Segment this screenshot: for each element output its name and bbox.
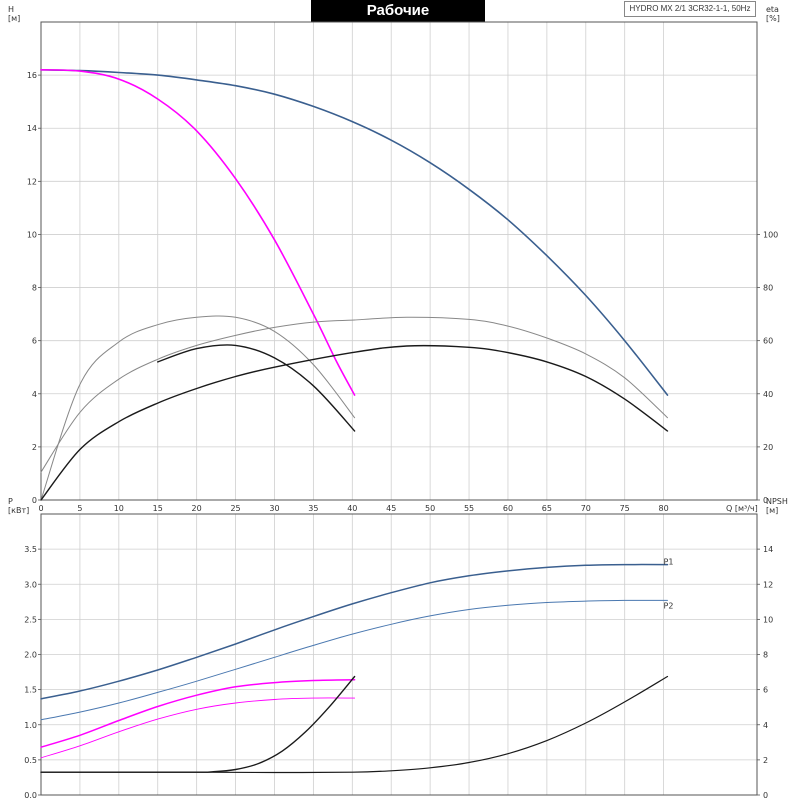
y-axis-label-right: NPSH <box>766 497 788 506</box>
y-tick-label-right: 4 <box>763 721 768 730</box>
y-tick-label-right: 12 <box>763 580 773 589</box>
x-tick-label: 50 <box>425 504 435 513</box>
y-axis-label-left: P <box>8 497 13 506</box>
y-tick-label-left: 2 <box>32 443 37 452</box>
y-axis-label-right: eta <box>766 5 779 14</box>
y-tick-label-right: 6 <box>763 686 768 695</box>
series-line <box>40 315 356 501</box>
x-tick-label: 35 <box>308 504 318 513</box>
x-axis-label: Q [м³/ч] <box>726 504 758 513</box>
x-tick-label: 65 <box>542 504 552 513</box>
y-axis-unit-right: [%] <box>766 14 780 23</box>
y-tick-label-left: 1.0 <box>24 721 37 730</box>
x-tick-label: 15 <box>153 504 163 513</box>
y-tick-label-right: 2 <box>763 756 768 765</box>
y-tick-label-right: 40 <box>763 390 773 399</box>
series-line <box>40 69 669 396</box>
x-tick-label: 20 <box>192 504 202 513</box>
x-tick-label: 75 <box>620 504 630 513</box>
x-tick-label: 0 <box>38 504 43 513</box>
y-tick-label-right: 60 <box>763 337 773 346</box>
y-tick-label-left: 3.5 <box>24 545 37 554</box>
y-tick-label-right: 8 <box>763 651 768 660</box>
y-tick-label-right: 10 <box>763 615 773 624</box>
series-line <box>40 344 669 501</box>
y-tick-label-right: 100 <box>763 230 778 239</box>
series-label-p2: P2 <box>664 601 674 610</box>
y-axis-unit-right: [м] <box>766 506 778 515</box>
y-axis-unit-left: [м] <box>8 14 20 23</box>
x-tick-label: 80 <box>659 504 669 513</box>
x-tick-label: 55 <box>464 504 474 513</box>
x-tick-label: 70 <box>581 504 591 513</box>
series-label-p1: P1 <box>664 558 674 567</box>
y-tick-label-left: 14 <box>27 124 37 133</box>
x-tick-label: 60 <box>503 504 513 513</box>
y-tick-label-left: 1.5 <box>24 686 37 695</box>
x-tick-label: 5 <box>77 504 82 513</box>
series-line <box>354 316 668 419</box>
series-line <box>157 344 356 432</box>
y-tick-label-left: 16 <box>27 71 37 80</box>
y-tick-label-left: 6 <box>32 337 37 346</box>
series-line <box>40 679 356 748</box>
y-tick-label-left: 2.5 <box>24 615 37 624</box>
y-tick-label-left: 0.0 <box>24 791 37 800</box>
y-tick-label-left: 10 <box>27 230 37 239</box>
y-tick-label-left: 12 <box>27 177 37 186</box>
y-tick-label-right: 20 <box>763 443 773 452</box>
y-tick-label-left: 8 <box>32 284 37 293</box>
y-axis-unit-left: [кВт] <box>8 506 29 515</box>
y-tick-label-left: 2.0 <box>24 651 37 660</box>
series-line <box>40 319 356 473</box>
series-line <box>40 69 356 396</box>
series-line <box>40 697 356 759</box>
x-tick-label: 25 <box>230 504 240 513</box>
series-line-p1 <box>40 563 669 700</box>
y-tick-label-left: 3.0 <box>24 580 37 589</box>
y-tick-label-left: 0.5 <box>24 756 37 765</box>
chart-title: Рабочие характеристики <box>311 0 485 41</box>
y-tick-label-right: 80 <box>763 284 773 293</box>
x-tick-label: 10 <box>114 504 124 513</box>
y-tick-label-right: 0 <box>763 791 768 800</box>
plot-frame <box>40 21 758 501</box>
x-tick-label: 40 <box>347 504 357 513</box>
power-npsh-chart: 0.0 0.5 1.0 1.5 2.0 2.5 3.0 3.5 0 2 4 6 8 10 12 14 P[кВт… <box>8 497 788 800</box>
x-tick-label: 30 <box>269 504 279 513</box>
y-axis-label-left: H <box>8 5 14 14</box>
model-label: HYDRO MX 2/1 3CR32-1-1, 50Hz <box>624 1 756 17</box>
y-tick-label-left: 4 <box>32 390 37 399</box>
y-tick-label-right: 0 <box>763 496 768 505</box>
y-tick-label-right: 14 <box>763 545 773 554</box>
x-tick-label: 45 <box>386 504 396 513</box>
y-tick-label-left: 0 <box>32 496 37 505</box>
series-line <box>40 675 669 774</box>
series-line-p2 <box>40 599 668 721</box>
